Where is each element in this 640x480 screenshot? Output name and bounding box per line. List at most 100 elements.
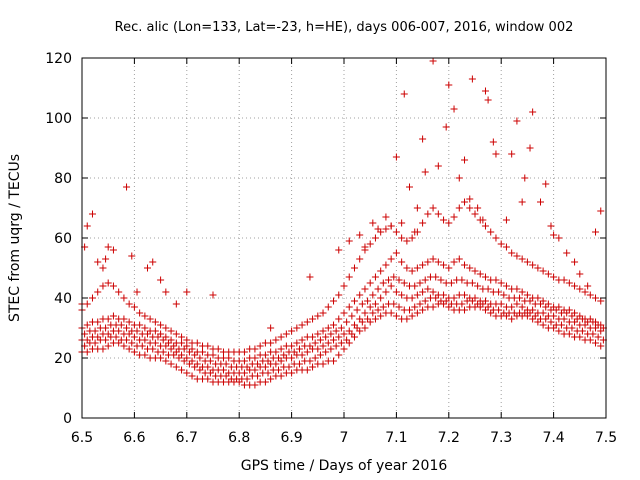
data-point [555,327,563,335]
data-point [332,327,340,335]
data-point [377,267,385,275]
data-point [544,270,552,278]
data-point [400,279,408,287]
data-point [275,354,282,362]
x-tick-label: 6.8 [228,430,250,446]
data-point [309,333,317,341]
data-point [136,309,144,317]
data-point [458,300,466,308]
data-point [280,351,288,359]
data-point [592,228,600,236]
data-point [178,333,186,341]
data-point [408,267,416,275]
data-point [222,372,230,380]
data-point [191,363,199,371]
x-tick-label: 7.2 [438,430,460,446]
data-point [550,312,558,320]
data-point [455,255,463,263]
data-point [484,285,492,293]
data-point [272,348,280,356]
grid-lines [82,58,606,418]
data-point [154,333,162,341]
data-point [589,318,597,326]
data-point [537,300,544,308]
data-point [306,357,314,365]
data-point [560,315,568,323]
data-point [172,330,180,338]
data-point [130,303,138,311]
data-point [322,333,330,341]
data-point [411,303,419,311]
data-point [288,354,296,362]
data-point [337,339,345,347]
data-point [324,339,332,347]
data-point [385,276,393,284]
data-point [345,303,353,311]
data-point [335,333,343,341]
data-point [311,339,319,347]
data-point [450,105,458,113]
data-point [254,360,262,368]
data-point [240,369,248,377]
data-point [123,324,131,332]
data-point [382,213,390,221]
data-point [162,324,170,332]
data-point [290,348,298,356]
data-point [353,324,361,332]
x-tick-label: 6.9 [280,430,302,446]
data-point [560,276,568,284]
x-tick-label: 7.1 [385,430,407,446]
data-point [408,234,416,242]
data-point [151,339,159,347]
data-point [379,279,387,287]
data-point [495,288,503,296]
data-point [461,261,469,269]
data-point [109,282,117,290]
x-tick-label: 6.7 [176,430,198,446]
data-point [377,294,385,302]
data-point [91,327,99,335]
data-point [361,324,369,332]
data-point [526,297,534,305]
data-point [403,237,411,245]
data-point [502,243,510,251]
data-point [461,198,469,206]
data-point [403,264,411,272]
x-tick-label: 7.3 [490,430,512,446]
data-point [272,360,280,368]
data-point [157,276,165,284]
data-point [434,210,442,218]
data-point [508,315,516,323]
data-point [382,261,390,269]
data-point [597,297,605,305]
data-point [552,306,560,314]
data-point [288,369,296,377]
data-point [497,279,505,287]
data-point [458,276,466,284]
data-point [102,336,110,344]
data-point [314,312,322,320]
data-point [199,348,207,356]
data-point [392,228,400,236]
data-point [366,279,374,287]
data-point [429,255,437,263]
data-point [526,144,534,152]
data-point [209,291,217,299]
data-point [466,204,474,212]
data-point [240,357,248,365]
data-point [183,288,191,296]
data-point [581,288,589,296]
data-point [434,258,442,266]
data-points [78,57,607,389]
data-point [419,288,427,296]
data-point [356,291,364,299]
data-point [337,324,345,332]
data-point [497,240,505,248]
data-point [295,360,303,368]
data-point [395,276,403,284]
data-point [542,315,550,323]
data-point [261,351,269,359]
data-point [429,288,437,296]
data-point [502,216,510,224]
data-point [406,306,413,314]
